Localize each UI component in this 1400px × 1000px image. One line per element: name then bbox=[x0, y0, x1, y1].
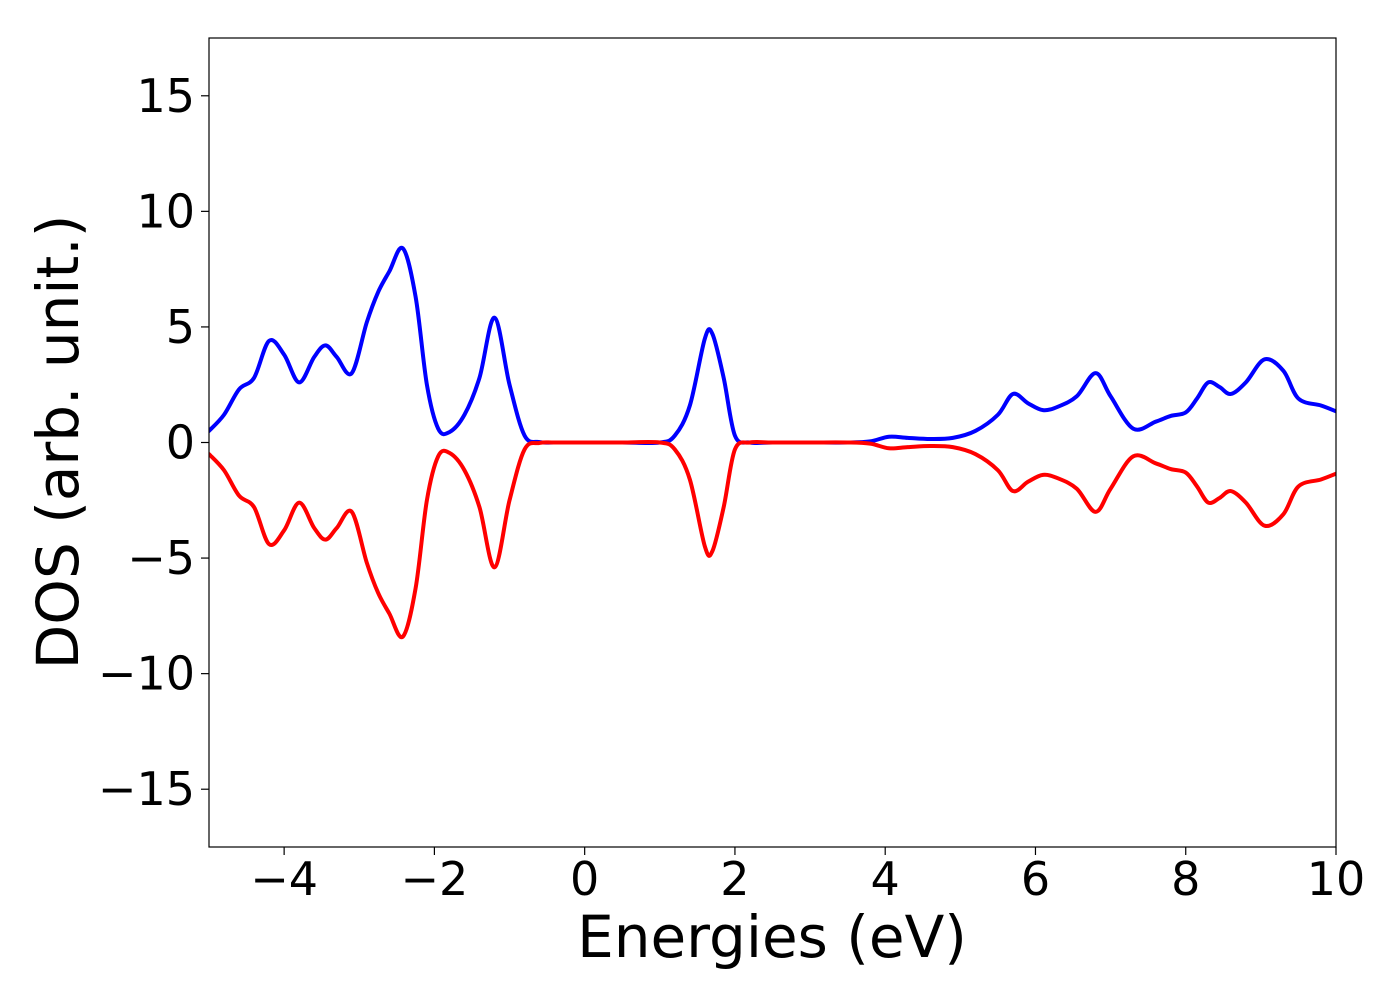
y-tick-label: 15 bbox=[136, 69, 195, 123]
x-tick-label: 0 bbox=[570, 852, 599, 906]
y-tick-label: −10 bbox=[98, 647, 195, 701]
x-tick-label: −2 bbox=[400, 852, 468, 906]
x-tick-label: 8 bbox=[1171, 852, 1200, 906]
x-axis-title: Energies (eV) bbox=[577, 903, 967, 971]
x-tick-label: 6 bbox=[1021, 852, 1050, 906]
spin-down-dos-line bbox=[209, 439, 1336, 640]
x-axis-ticks: −4 −2 0 2 4 6 8 10 bbox=[250, 847, 1365, 906]
y-tick-label: 0 bbox=[166, 416, 195, 470]
y-tick-label: −15 bbox=[98, 762, 195, 816]
spin-up-dos-line bbox=[209, 245, 1336, 446]
x-tick-label: 10 bbox=[1307, 852, 1366, 906]
x-tick-label: 4 bbox=[871, 852, 900, 906]
y-tick-label: −5 bbox=[127, 531, 195, 585]
x-tick-label: 2 bbox=[720, 852, 749, 906]
y-tick-label: 10 bbox=[136, 184, 195, 238]
y-axis-ticks: −15 −10 −5 0 5 10 15 bbox=[98, 69, 209, 816]
y-tick-label: 5 bbox=[166, 300, 195, 354]
series-layer bbox=[209, 245, 1336, 640]
x-tick-label: −4 bbox=[250, 852, 318, 906]
y-axis-title: DOS (arb. unit.) bbox=[24, 215, 92, 670]
